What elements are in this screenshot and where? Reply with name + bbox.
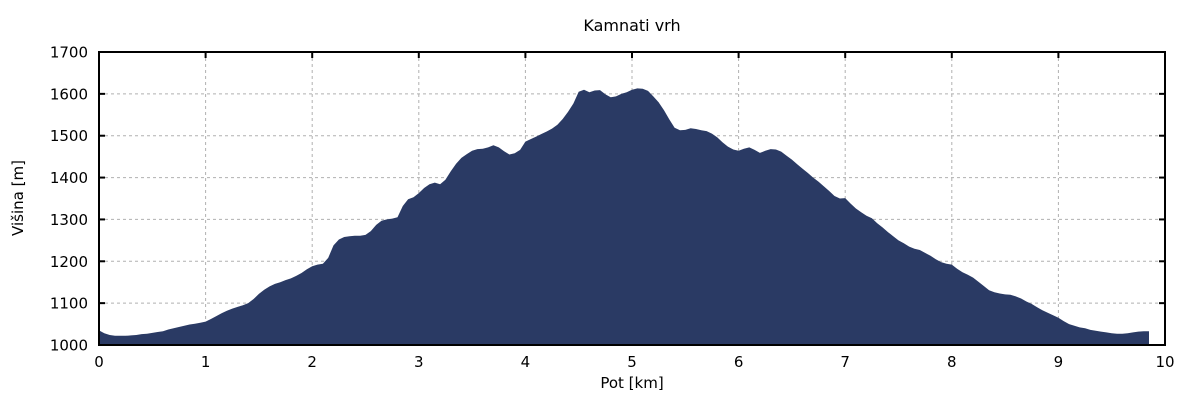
y-tick-label: 1100 <box>50 295 88 313</box>
x-tick-label: 4 <box>521 353 531 371</box>
elevation-area <box>99 88 1149 346</box>
y-tick-label: 1400 <box>50 169 88 187</box>
plot-frame <box>98 51 1166 346</box>
y-tick-label: 1600 <box>50 85 88 103</box>
x-tick-label: 10 <box>1155 353 1174 371</box>
x-tick-label: 7 <box>840 353 850 371</box>
x-tick-label: 9 <box>1054 353 1064 371</box>
y-tick-label: 1500 <box>50 127 88 145</box>
x-tick-label: 2 <box>307 353 317 371</box>
x-tick-label: 0 <box>94 353 104 371</box>
y-tick-label: 1700 <box>50 44 88 62</box>
x-tick-label: 6 <box>734 353 744 371</box>
y-tick-label: 1200 <box>50 253 88 271</box>
x-tick-label: 5 <box>627 353 637 371</box>
x-tick-label: 8 <box>947 353 957 371</box>
x-tick-label: 3 <box>414 353 424 371</box>
x-axis-label: Pot [km] <box>600 374 664 392</box>
y-tick-label: 1000 <box>50 337 88 355</box>
chart-title: Kamnati vrh <box>583 16 681 35</box>
x-tick-label: 1 <box>201 353 211 371</box>
y-axis-label: Višina [m] <box>9 160 27 236</box>
y-tick-label: 1300 <box>50 211 88 229</box>
